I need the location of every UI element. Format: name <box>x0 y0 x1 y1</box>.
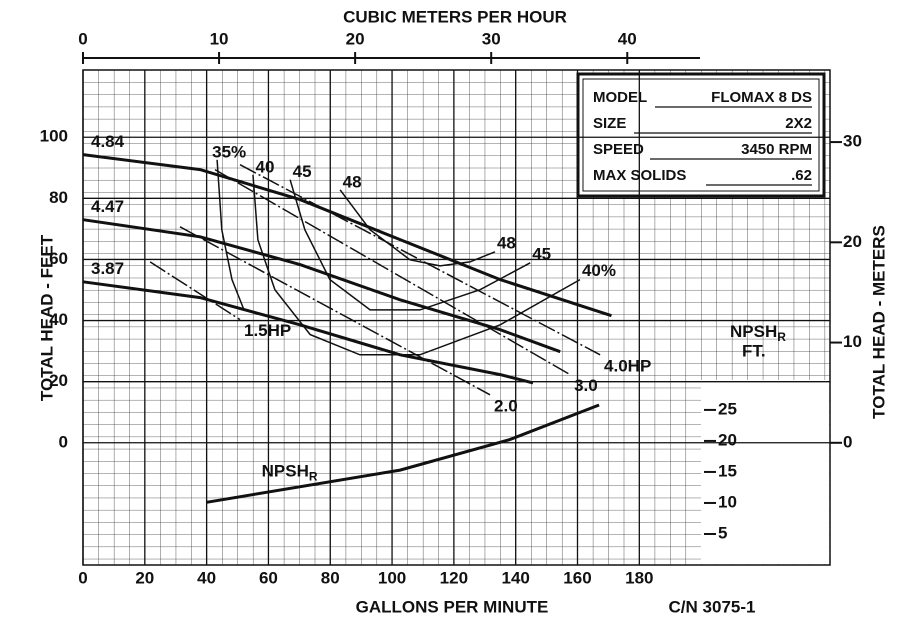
efficiency-label: 35% <box>212 142 246 161</box>
y-tick-label: 60 <box>49 249 68 268</box>
head-label: 3.87 <box>91 259 124 278</box>
x2-tick-label: 20 <box>346 29 365 48</box>
head-curve <box>82 153 612 318</box>
model-value: 3450 RPM <box>741 141 812 158</box>
power-curve <box>239 164 601 356</box>
npsh-tick-label: 25 <box>718 399 737 418</box>
npsh-tick-label: 5 <box>718 523 727 542</box>
x-tick-label: 160 <box>563 568 591 587</box>
efficiency-end-label: 45 <box>532 244 551 263</box>
model-key: SIZE <box>593 115 626 132</box>
model-box-inner <box>582 78 820 192</box>
power-curve <box>214 168 571 376</box>
power-curve <box>149 261 241 321</box>
y-tick-label: 100 <box>40 127 68 146</box>
model-value: FLOMAX 8 DS <box>711 89 812 106</box>
y-tick-label: 80 <box>49 188 68 207</box>
head-curve <box>82 280 534 385</box>
efficiency-end-label: 48 <box>497 233 516 252</box>
npsh-tick-label: 20 <box>718 430 737 449</box>
power-label: 4.0HP <box>604 356 651 375</box>
npsh-tick-label: 15 <box>718 461 737 480</box>
x-tick-label: 120 <box>440 568 468 587</box>
top-axis-title: CUBIC METERS PER HOUR <box>343 7 567 26</box>
y-tick-label: 40 <box>49 310 68 329</box>
npsh-axis-label-sub: R <box>777 330 786 344</box>
efficiency-label: 40 <box>256 157 275 176</box>
npsh-axis-unit: FT. <box>742 341 766 360</box>
blank-area <box>701 380 829 564</box>
npsh-label-sub: R <box>309 470 318 484</box>
y2-tick-label: 10 <box>843 332 862 351</box>
x-tick-label: 100 <box>378 568 406 587</box>
npsh-tick-label: 10 <box>718 492 737 511</box>
x2-tick-label: 30 <box>482 29 501 48</box>
x-tick-label: 140 <box>501 568 529 587</box>
npsh-axis-label-main: NPSH <box>730 322 777 341</box>
x2-tick-label: 0 <box>78 29 87 48</box>
efficiency-curve <box>252 174 581 356</box>
x-tick-label: 180 <box>625 568 653 587</box>
npsh-axis-label: NPSHR <box>730 322 786 344</box>
y2-tick-label: 0 <box>843 432 852 451</box>
x-tick-label: 40 <box>197 568 216 587</box>
efficiency-label: 48 <box>343 172 362 191</box>
efficiency-label: 45 <box>293 162 312 181</box>
catalog-number: C/N 3075-1 <box>669 597 756 616</box>
power-label: 3.0 <box>574 376 598 395</box>
y-axis-title: TOTAL HEAD - FEET <box>37 234 56 401</box>
y2-tick-label: 20 <box>843 232 862 251</box>
model-value: 2X2 <box>785 115 812 132</box>
npsh-label: NPSHR <box>262 462 318 484</box>
head-label: 4.84 <box>91 132 125 151</box>
x2-tick-label: 10 <box>210 29 229 48</box>
x-tick-label: 60 <box>259 568 278 587</box>
npsh-curve <box>206 403 600 504</box>
efficiency-end-label: 40% <box>582 261 616 280</box>
x-axis-title: GALLONS PER MINUTE <box>356 597 549 616</box>
power-label: 2.0 <box>494 396 518 415</box>
x-tick-label: 0 <box>78 568 87 587</box>
power-label: 1.5HP <box>244 321 291 340</box>
model-key: SPEED <box>593 141 644 158</box>
npsh-label-main: NPSH <box>262 462 309 481</box>
x2-tick-label: 40 <box>618 29 637 48</box>
model-key: MAX SOLIDS <box>593 167 686 184</box>
model-box <box>576 72 826 198</box>
y-tick-label: 0 <box>59 432 68 451</box>
head-label: 4.47 <box>91 197 124 216</box>
power-curve <box>179 226 491 396</box>
y-tick-label: 20 <box>49 371 68 390</box>
y2-axis-title: TOTAL HEAD - METERS <box>869 225 888 419</box>
x-tick-label: 20 <box>135 568 154 587</box>
efficiency-curve <box>289 179 531 311</box>
y2-tick-label: 30 <box>843 132 862 151</box>
x-tick-label: 80 <box>321 568 340 587</box>
model-key: MODEL <box>593 89 647 106</box>
model-value: .62 <box>791 167 812 184</box>
head-curve <box>82 218 561 354</box>
efficiency-curve <box>216 159 245 311</box>
